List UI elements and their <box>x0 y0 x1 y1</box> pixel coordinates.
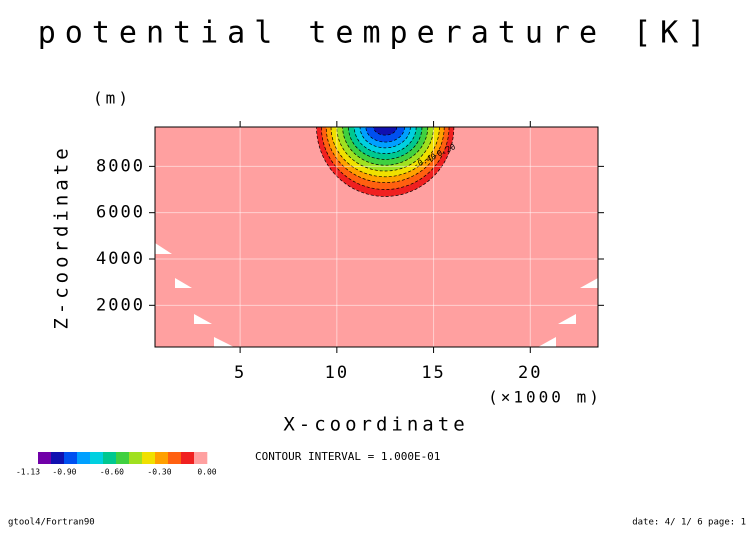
y-tick-label: 2000 <box>96 295 145 315</box>
colorbar-swatch <box>129 452 143 464</box>
contour-line <box>373 127 398 136</box>
colorbar-swatch <box>181 452 195 464</box>
colorbar-swatch <box>155 452 169 464</box>
colorbar-swatch <box>142 452 156 464</box>
colorbar-swatch <box>77 452 91 464</box>
colorbar-swatch <box>168 452 182 464</box>
missing-data <box>558 314 576 324</box>
x-tick-label: 15 <box>421 363 445 383</box>
colorbar-swatch <box>194 452 208 464</box>
y-tick-label: 6000 <box>96 203 145 223</box>
colorbar-label: -0.60 <box>100 468 124 477</box>
y-tick-label: 4000 <box>96 249 145 269</box>
footer-left: gtool4/Fortran90 <box>8 518 95 528</box>
plot-frame <box>154 126 599 348</box>
missing-data <box>175 278 192 288</box>
plot-area <box>155 127 598 347</box>
colorbar-swatch <box>90 452 104 464</box>
missing-data <box>155 243 172 254</box>
contour-line <box>336 127 434 172</box>
contour-line <box>330 127 440 178</box>
contour-band <box>373 127 397 136</box>
colorbar-swatch <box>116 452 130 464</box>
colorbar-label: 0.00 <box>197 468 216 477</box>
y-tick-label: 8000 <box>96 156 145 176</box>
colorbar-swatch <box>103 452 117 464</box>
colorbar-label: -1.13 <box>16 468 40 477</box>
colorbar-label: -0.90 <box>52 468 76 477</box>
missing-data <box>538 337 556 347</box>
missing-data <box>194 314 212 324</box>
x-axis-label: X-coordinate <box>283 414 468 436</box>
missing-data <box>214 337 234 347</box>
contour-interval: CONTOUR INTERVAL = 1.000E-01 <box>255 450 440 463</box>
x-tick-label: 10 <box>325 363 349 383</box>
x-tick-label: 5 <box>234 363 246 383</box>
y-unit: (m) <box>93 89 131 108</box>
footer-right: date: 4/ 1/ 6 page: 1 <box>632 518 746 528</box>
colorbar-swatch <box>38 452 52 464</box>
y-axis-label: Z-coordinate <box>51 144 73 329</box>
missing-data <box>580 278 598 288</box>
chart-title: potential temperature [K] <box>38 16 715 51</box>
colorbar-swatch <box>51 452 65 464</box>
colorbar-label: -0.30 <box>147 468 171 477</box>
x-tick-label: 20 <box>518 363 542 383</box>
x-unit: (×1000 m) <box>488 388 602 407</box>
colorbar-swatch <box>64 452 78 464</box>
